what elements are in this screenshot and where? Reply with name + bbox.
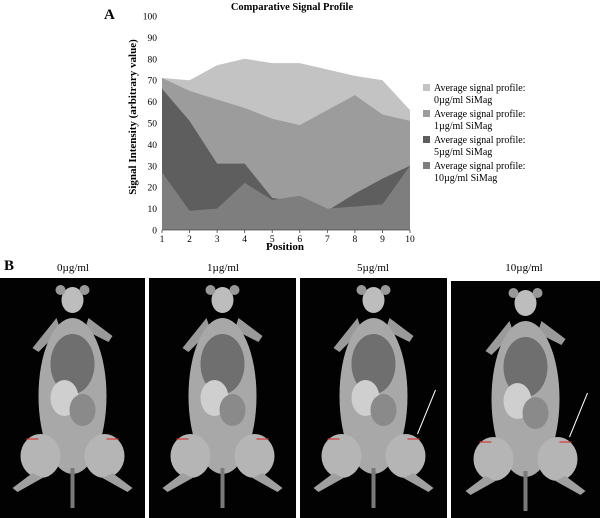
panel-b-label: B [4, 258, 15, 274]
mri-image-1 [0, 278, 145, 518]
mouse-body-silhouette [313, 285, 434, 508]
x-axis-title: Position [266, 241, 304, 253]
mri-label-3: 5µg/ml [356, 262, 389, 274]
x-tick-label-2: 2 [187, 235, 192, 245]
y-tick-label-2: 10 [148, 205, 158, 215]
signal-profile-chart: Comparative Signal Profile 1 2 3 4 5 6 7 8 9 1001… [127, 2, 525, 253]
y-tick-label-6: 50 [148, 120, 158, 130]
y-tick-label-4: 30 [148, 162, 158, 172]
x-tick-label-5: 5 [270, 235, 275, 245]
x-tick-label-9: 9 [380, 235, 385, 245]
x-tick-label-8: 8 [353, 235, 358, 245]
legend-label-4-line-2: 10µg/ml SiMag [434, 173, 497, 184]
legend-swatch-3 [423, 136, 430, 143]
area-series-4 [162, 165, 410, 230]
pointer-arrow [569, 392, 588, 438]
x-tick-label-4: 4 [242, 235, 247, 245]
x-tick-label-10: 10 [405, 235, 415, 245]
y-axis-title: Signal Intensity (arbitrary value) [127, 39, 139, 195]
y-tick-label-10: 90 [148, 34, 158, 44]
y-tick-label-5: 40 [148, 141, 158, 151]
pointer-arrow [417, 389, 436, 435]
area-series-3 [162, 88, 410, 230]
mri-image-4 [451, 281, 600, 518]
legend-swatch-4 [423, 162, 430, 169]
x-tick-label-7: 7 [325, 235, 330, 245]
mouse-body-silhouette [465, 288, 586, 511]
y-tick-label-3: 20 [148, 184, 158, 194]
legend-label-4-line-1: Average signal profile: [434, 161, 525, 172]
mri-label-1: 0µg/ml [56, 262, 89, 274]
x-tick-label-3: 3 [215, 235, 220, 245]
legend-label-1-line-1: Average signal profile: [434, 83, 525, 94]
mri-image-3 [300, 278, 447, 518]
legend-label-1-line-2: 0µg/ml SiMag [434, 95, 492, 106]
panel-a-label: A [104, 7, 115, 23]
chart-title: Comparative Signal Profile [231, 2, 354, 13]
y-tick-label-1: 0 [152, 227, 157, 237]
mri-label-2: 1µg/ml [206, 262, 239, 274]
y-tick-label-11: 100 [143, 13, 158, 23]
mri-image-2 [149, 278, 296, 518]
legend-label-2-line-1: Average signal profile: [434, 109, 525, 120]
legend-swatch-1 [423, 84, 430, 91]
y-tick-label-7: 60 [148, 98, 158, 108]
legend-label-2-line-2: 1µg/ml SiMag [434, 121, 492, 132]
y-tick-label-9: 80 [148, 55, 158, 65]
legend-label-3-line-1: Average signal profile: [434, 135, 525, 146]
mouse-body-silhouette [162, 285, 283, 508]
mri-label-4: 10µg/ml [505, 262, 543, 274]
legend-swatch-2 [423, 110, 430, 117]
x-tick-label-1: 1 [160, 235, 165, 245]
y-tick-label-8: 70 [148, 77, 158, 87]
legend-label-3-line-2: 5µg/ml SiMag [434, 147, 492, 158]
mouse-body-silhouette [12, 285, 133, 508]
x-tick-label-6: 6 [297, 235, 302, 245]
